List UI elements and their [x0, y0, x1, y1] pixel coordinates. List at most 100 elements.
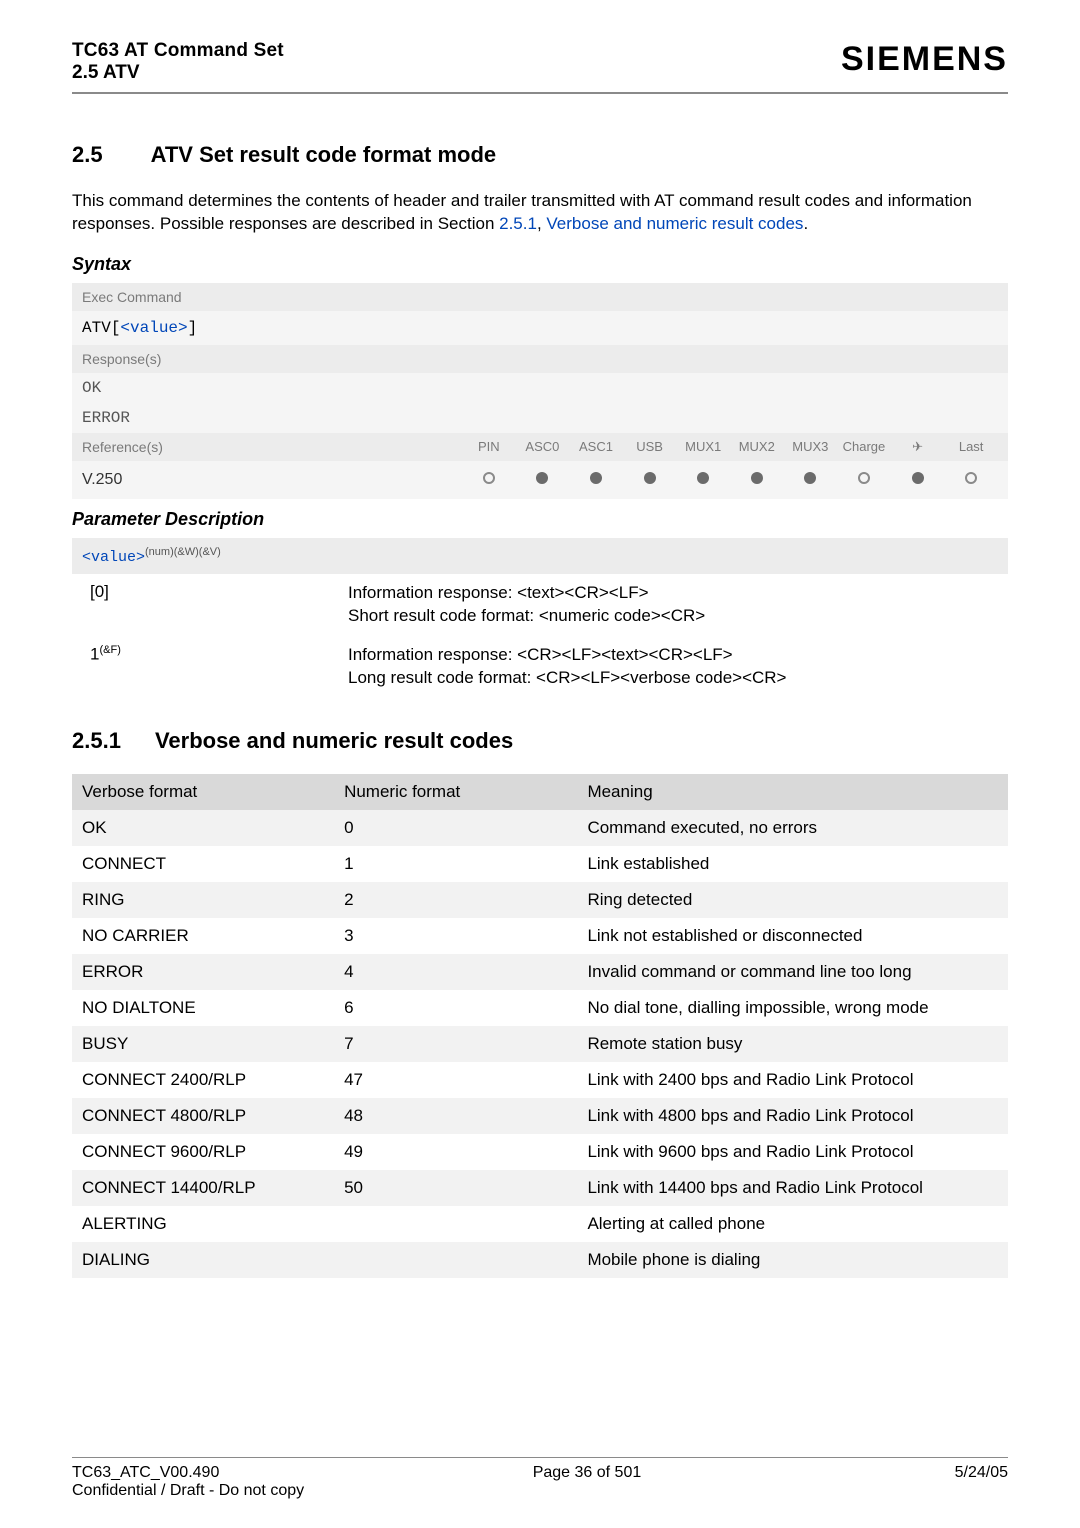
cell-numeric	[334, 1242, 577, 1278]
reference-value-row: V.250	[72, 461, 1008, 499]
cell-numeric: 6	[334, 990, 577, 1026]
col-pin: PIN	[462, 439, 516, 455]
dot-filled-icon	[912, 472, 924, 484]
col-last: Last	[944, 439, 998, 455]
dot-filled-icon	[536, 472, 548, 484]
cell-numeric: 48	[334, 1098, 577, 1134]
cell-verbose: CONNECT 4800/RLP	[72, 1098, 334, 1134]
table-row: ERROR4Invalid command or command line to…	[72, 954, 1008, 990]
cell-verbose: CONNECT 9600/RLP	[72, 1134, 334, 1170]
page-footer: TC63_ATC_V00.490 Page 36 of 501 5/24/05 …	[72, 1457, 1008, 1500]
table-header-row: Verbose format Numeric format Meaning	[72, 774, 1008, 810]
th-numeric: Numeric format	[334, 774, 577, 810]
col-mux3: MUX3	[784, 439, 838, 455]
table-row: CONNECT 14400/RLP50Link with 14400 bps a…	[72, 1170, 1008, 1206]
dot-cell	[891, 471, 945, 489]
cell-numeric: 1	[334, 846, 577, 882]
param-desc: Information response: <text><CR><LF>Shor…	[348, 582, 998, 628]
exec-command: ATV[<value>]	[72, 311, 1008, 345]
cell-verbose: ALERTING	[72, 1206, 334, 1242]
reference-value-label: V.250	[82, 471, 462, 489]
page: TC63 AT Command Set 2.5 ATV SIEMENS 2.5A…	[0, 0, 1080, 1528]
cell-verbose: RING	[72, 882, 334, 918]
section-intro: This command determines the contents of …	[72, 190, 1008, 236]
table-row: ALERTING Alerting at called phone	[72, 1206, 1008, 1242]
dot-cell	[516, 471, 570, 489]
cmd-param: <value>	[120, 319, 187, 337]
cell-verbose: NO DIALTONE	[72, 990, 334, 1026]
cell-verbose: BUSY	[72, 1026, 334, 1062]
cell-numeric	[334, 1206, 577, 1242]
th-verbose: Verbose format	[72, 774, 334, 810]
table-row: BUSY7Remote station busy	[72, 1026, 1008, 1062]
cell-meaning: Link established	[577, 846, 1008, 882]
table-row: NO CARRIER3Link not established or disco…	[72, 918, 1008, 954]
doc-title: TC63 AT Command Set	[72, 40, 284, 62]
footer-right: 5/24/05	[955, 1464, 1008, 1482]
footer-left: TC63_ATC_V00.490	[72, 1464, 219, 1482]
response-error: ERROR	[72, 403, 1008, 433]
cell-meaning: Link with 9600 bps and Radio Link Protoc…	[577, 1134, 1008, 1170]
cell-meaning: Ring detected	[577, 882, 1008, 918]
subsection-title: Verbose and numeric result codes	[155, 728, 513, 753]
footer-rule	[72, 1457, 1008, 1458]
dot-filled-icon	[697, 472, 709, 484]
dot-cell	[837, 471, 891, 489]
dot-filled-icon	[804, 472, 816, 484]
cell-meaning: Link not established or disconnected	[577, 918, 1008, 954]
dot-filled-icon	[751, 472, 763, 484]
cell-verbose: NO CARRIER	[72, 918, 334, 954]
cell-numeric: 47	[334, 1062, 577, 1098]
table-row: CONNECT 9600/RLP49Link with 9600 bps and…	[72, 1134, 1008, 1170]
doc-subtitle: 2.5 ATV	[72, 62, 284, 84]
result-codes-table: Verbose format Numeric format Meaning OK…	[72, 774, 1008, 1278]
parameter-head: <value>(num)(&W)(&V)	[72, 538, 1008, 574]
table-row: RING2Ring detected	[72, 882, 1008, 918]
header-left: TC63 AT Command Set 2.5 ATV	[72, 40, 284, 84]
cmd-bracket-open: [	[111, 319, 121, 337]
reference-columns: PIN ASC0 ASC1 USB MUX1 MUX2 MUX3 Charge …	[462, 439, 998, 455]
col-asc1: ASC1	[569, 439, 623, 455]
header-rule	[72, 92, 1008, 94]
intro-end: .	[803, 214, 808, 233]
table-row: CONNECT 4800/RLP48Link with 4800 bps and…	[72, 1098, 1008, 1134]
reference-header-row: Reference(s) PIN ASC0 ASC1 USB MUX1 MUX2…	[72, 433, 1008, 461]
footer-row-1: TC63_ATC_V00.490 Page 36 of 501 5/24/05	[72, 1464, 1008, 1482]
col-mux1: MUX1	[676, 439, 730, 455]
cell-meaning: Command executed, no errors	[577, 810, 1008, 846]
cell-numeric: 0	[334, 810, 577, 846]
section-heading: 2.5ATV Set result code format mode	[72, 142, 1008, 168]
syntax-block: Exec Command ATV[<value>] Response(s) OK…	[72, 283, 1008, 499]
dot-cell	[730, 471, 784, 489]
dot-cell	[623, 471, 677, 489]
cell-verbose: CONNECT 14400/RLP	[72, 1170, 334, 1206]
intro-link-1[interactable]: 2.5.1	[499, 214, 537, 233]
th-meaning: Meaning	[577, 774, 1008, 810]
cmd-bracket-close: ]	[188, 319, 198, 337]
param-value: [0]	[90, 582, 348, 628]
col-usb: USB	[623, 439, 677, 455]
page-header: TC63 AT Command Set 2.5 ATV SIEMENS	[72, 40, 1008, 84]
responses-label: Response(s)	[72, 345, 1008, 373]
dot-open-icon	[858, 472, 870, 484]
param-head-code: <value>	[82, 549, 145, 566]
table-row: CONNECT1Link established	[72, 846, 1008, 882]
cell-numeric: 7	[334, 1026, 577, 1062]
table-row: DIALINGMobile phone is dialing	[72, 1242, 1008, 1278]
cmd-keyword: ATV	[82, 319, 111, 337]
cell-verbose: ERROR	[72, 954, 334, 990]
section-number: 2.5	[72, 142, 103, 168]
cell-meaning: No dial tone, dialling impossible, wrong…	[577, 990, 1008, 1026]
table-row: CONNECT 2400/RLP47Link with 2400 bps and…	[72, 1062, 1008, 1098]
table-row: OK0Command executed, no errors	[72, 810, 1008, 846]
footer-row-2: Confidential / Draft - Do not copy	[72, 1482, 1008, 1500]
syntax-label: Syntax	[72, 254, 1008, 275]
dot-filled-icon	[590, 472, 602, 484]
brand-logo: SIEMENS	[841, 40, 1008, 79]
param-desc: Information response: <CR><LF><text><CR>…	[348, 644, 998, 690]
dot-open-icon	[965, 472, 977, 484]
intro-link-2[interactable]: Verbose and numeric result codes	[546, 214, 803, 233]
parameter-table: <value>(num)(&W)(&V) [0]Information resp…	[72, 538, 1008, 698]
col-airplane: ✈	[891, 439, 945, 455]
cell-meaning: Alerting at called phone	[577, 1206, 1008, 1242]
